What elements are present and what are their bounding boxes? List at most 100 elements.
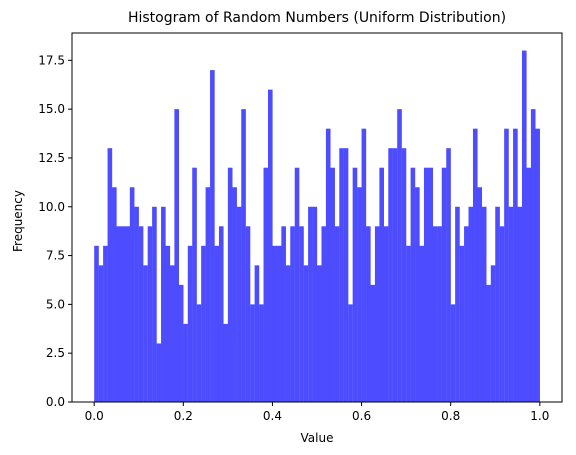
- histogram-bar: [134, 206, 139, 402]
- histogram-bar: [415, 187, 420, 402]
- histogram-bar: [210, 70, 215, 402]
- histogram-bar: [450, 304, 456, 402]
- y-tick-label: 7.5: [46, 249, 65, 263]
- histogram-bar: [330, 167, 335, 402]
- histogram-bar: [214, 245, 220, 402]
- histogram-bar: [499, 226, 505, 402]
- histogram-bar: [267, 89, 273, 403]
- y-tick-label: 17.5: [38, 53, 65, 67]
- histogram-bar: [294, 167, 300, 402]
- histogram-bar: [169, 265, 175, 402]
- histogram-bar: [392, 148, 398, 402]
- x-tick-label: 0.0: [85, 409, 104, 423]
- histogram-bar: [419, 245, 425, 402]
- histogram-bar: [116, 226, 122, 402]
- histogram-bar: [245, 226, 251, 402]
- histogram-bar: [321, 226, 327, 402]
- x-axis-label: Value: [301, 431, 334, 445]
- histogram-bar: [366, 226, 371, 402]
- histogram-bar: [147, 226, 153, 402]
- histogram-bar: [397, 109, 402, 402]
- histogram-bar: [374, 226, 380, 402]
- x-tick-label: 0.8: [441, 409, 460, 423]
- y-tick-label: 10.0: [38, 200, 65, 214]
- y-tick-label: 0.0: [46, 395, 65, 409]
- histogram-bar: [125, 226, 130, 402]
- histogram-bar: [290, 226, 295, 402]
- histogram-bar: [98, 265, 104, 402]
- histogram-bar: [187, 245, 193, 402]
- histogram-bar: [196, 304, 202, 402]
- histogram-bar: [401, 148, 407, 402]
- histogram-bar: [174, 109, 180, 402]
- histogram-bar: [205, 187, 211, 402]
- histogram-bar: [383, 226, 389, 402]
- ticks-layer: 0.0 0.2 0.4 0.6 0.8 1.0 0.0 2.5 5.0 7.5 10.0 12.5 15…: [38, 53, 549, 423]
- histogram-bar: [103, 245, 108, 402]
- histogram-bar: [526, 167, 532, 402]
- histogram-bar: [299, 226, 304, 402]
- histogram-bar: [477, 187, 483, 402]
- histogram-bar: [388, 148, 393, 402]
- histogram-bar: [530, 109, 536, 402]
- y-tick-label: 2.5: [46, 346, 65, 360]
- histogram-bar: [521, 50, 527, 402]
- histogram-bar: [120, 226, 126, 402]
- histogram-bar: [178, 284, 184, 402]
- histogram-bar: [94, 245, 99, 402]
- histogram-bar: [227, 167, 233, 402]
- histogram-bar: [348, 304, 353, 402]
- histogram-bar: [129, 187, 135, 402]
- histogram-bar: [495, 206, 500, 402]
- histogram-bar: [276, 245, 282, 402]
- histogram-bar: [112, 187, 117, 402]
- histogram-bar: [250, 304, 255, 402]
- histogram-bar: [232, 187, 237, 402]
- histogram-bar: [317, 265, 322, 402]
- histogram-bar: [464, 226, 469, 402]
- histogram-bar: [285, 265, 291, 402]
- histogram-bar: [459, 245, 465, 402]
- histogram-bar: [446, 148, 451, 402]
- y-tick-label: 5.0: [46, 297, 65, 311]
- histogram-bar: [361, 128, 367, 403]
- histogram-bar: [508, 206, 514, 402]
- plot-frame: [71, 32, 563, 403]
- y-tick-label: 12.5: [38, 151, 65, 165]
- bars-layer: [94, 50, 540, 403]
- histogram-bar: [428, 167, 434, 402]
- axes-layer: [71, 32, 563, 403]
- histogram-bar: [357, 187, 362, 402]
- histogram-bar: [334, 226, 340, 402]
- histogram-bar: [490, 265, 496, 402]
- histogram-bar: [370, 284, 376, 402]
- histogram-bar: [410, 167, 416, 402]
- histogram-bar: [138, 226, 144, 402]
- histogram-bar: [263, 167, 269, 402]
- histogram-bar: [272, 245, 278, 402]
- histogram-bar: [236, 206, 242, 402]
- histogram-bar: [472, 128, 478, 403]
- histogram-bar: [437, 226, 442, 402]
- histogram-bar: [201, 245, 206, 402]
- histogram-bar: [218, 226, 224, 402]
- histogram-bar: [441, 167, 447, 402]
- histogram-bar: [504, 128, 509, 403]
- histogram-bar: [468, 206, 474, 402]
- histogram-bar: [303, 265, 309, 402]
- histogram-bar: [517, 206, 523, 402]
- histogram-bar: [143, 265, 148, 402]
- histogram-bar: [107, 148, 113, 402]
- y-tick-label: 15.0: [38, 102, 65, 116]
- histogram-bar: [281, 226, 286, 402]
- histogram-bar: [406, 245, 411, 402]
- histogram-bar: [339, 148, 344, 402]
- histogram-bar: [423, 167, 429, 402]
- histogram-bar: [352, 167, 358, 402]
- x-tick-label: 1.0: [530, 409, 549, 423]
- histogram-bar: [254, 265, 260, 402]
- histogram-bar: [259, 304, 264, 402]
- histogram-bar: [223, 323, 229, 402]
